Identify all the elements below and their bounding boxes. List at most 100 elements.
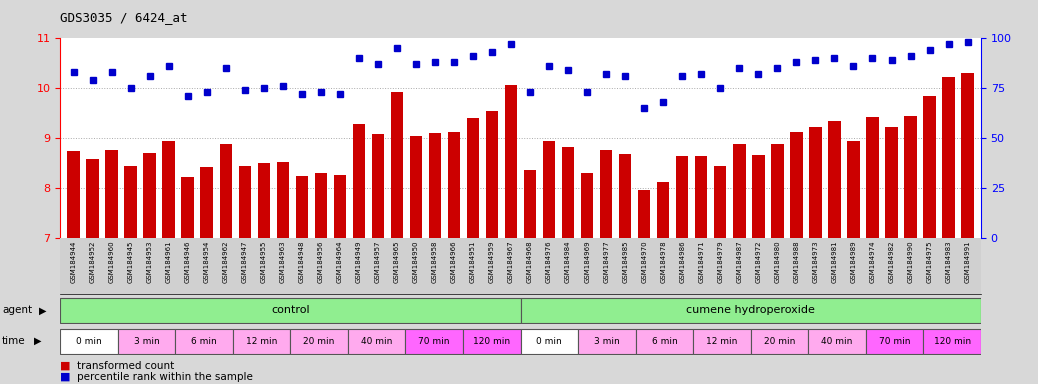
Bar	[924, 329, 981, 354]
Bar	[695, 156, 708, 238]
Text: GSM184981: GSM184981	[831, 241, 838, 283]
Bar	[790, 132, 802, 238]
Bar	[809, 329, 866, 354]
Bar	[638, 190, 651, 238]
Text: GSM184985: GSM184985	[622, 241, 628, 283]
Bar	[486, 111, 498, 238]
Text: agent: agent	[2, 305, 32, 316]
Text: ■: ■	[60, 372, 71, 382]
Bar	[200, 167, 213, 238]
Text: GSM184956: GSM184956	[318, 241, 324, 283]
Bar	[372, 134, 384, 238]
Text: 40 min: 40 min	[821, 337, 853, 346]
Bar	[467, 118, 480, 238]
Bar	[175, 329, 233, 354]
Bar	[219, 144, 231, 238]
Text: GSM184987: GSM184987	[736, 241, 742, 283]
Bar	[233, 329, 291, 354]
Text: 40 min: 40 min	[361, 337, 392, 346]
Bar	[600, 150, 612, 238]
Bar	[315, 173, 327, 238]
Bar	[924, 96, 935, 238]
Bar	[60, 298, 520, 323]
Text: GSM184947: GSM184947	[242, 241, 248, 283]
Text: GSM184975: GSM184975	[927, 241, 932, 283]
Text: GSM184958: GSM184958	[432, 241, 438, 283]
Text: GSM184973: GSM184973	[813, 241, 818, 283]
Text: GSM184979: GSM184979	[717, 241, 723, 283]
Bar	[943, 77, 955, 238]
Text: 70 min: 70 min	[879, 337, 910, 346]
Text: GSM184974: GSM184974	[870, 241, 875, 283]
Bar	[182, 177, 194, 238]
Bar	[578, 329, 635, 354]
Bar	[810, 127, 822, 238]
Text: GSM184989: GSM184989	[850, 241, 856, 283]
Text: percentile rank within the sample: percentile rank within the sample	[77, 372, 252, 382]
Bar	[117, 329, 175, 354]
Text: GSM184962: GSM184962	[223, 241, 228, 283]
Bar	[463, 329, 521, 354]
Bar	[676, 156, 688, 238]
Bar	[562, 147, 574, 238]
Text: GSM184967: GSM184967	[508, 241, 514, 283]
Text: GSM184986: GSM184986	[679, 241, 685, 283]
Text: GSM184955: GSM184955	[261, 241, 267, 283]
Text: 6 min: 6 min	[652, 337, 677, 346]
Bar	[714, 166, 727, 238]
Text: transformed count: transformed count	[77, 361, 174, 371]
Bar	[257, 163, 270, 238]
Text: GSM184988: GSM184988	[793, 241, 799, 283]
Bar	[106, 150, 117, 238]
Text: GSM184946: GSM184946	[185, 241, 191, 283]
Text: GSM184977: GSM184977	[603, 241, 609, 283]
Text: GSM184957: GSM184957	[375, 241, 381, 283]
Bar	[504, 85, 517, 238]
Bar	[657, 182, 670, 238]
Bar	[296, 176, 308, 238]
Text: 20 min: 20 min	[303, 337, 335, 346]
Text: GSM184971: GSM184971	[699, 241, 704, 283]
Bar	[520, 329, 578, 354]
Bar	[828, 121, 841, 238]
Text: 0 min: 0 min	[537, 337, 563, 346]
Text: GSM184965: GSM184965	[393, 241, 400, 283]
Text: GSM184972: GSM184972	[756, 241, 761, 283]
Text: GSM184954: GSM184954	[203, 241, 210, 283]
Text: GSM184953: GSM184953	[146, 241, 153, 283]
Bar	[143, 153, 156, 238]
Text: time: time	[2, 336, 26, 346]
Text: 12 min: 12 min	[246, 337, 277, 346]
Bar	[348, 329, 406, 354]
Bar	[239, 166, 251, 238]
Bar	[866, 329, 924, 354]
Text: GSM184945: GSM184945	[128, 241, 134, 283]
Bar	[619, 154, 631, 238]
Bar	[581, 173, 594, 238]
Text: GSM184949: GSM184949	[356, 241, 362, 283]
Text: GSM184952: GSM184952	[89, 241, 95, 283]
Bar	[847, 141, 859, 238]
Text: GSM184964: GSM184964	[337, 241, 343, 283]
Text: 20 min: 20 min	[764, 337, 795, 346]
Bar	[353, 124, 365, 238]
Text: 3 min: 3 min	[134, 337, 160, 346]
Text: GSM184991: GSM184991	[964, 241, 971, 283]
Text: GSM184969: GSM184969	[584, 241, 591, 283]
Bar	[410, 136, 422, 238]
Bar	[333, 175, 346, 238]
Bar	[635, 329, 693, 354]
Text: GSM184961: GSM184961	[166, 241, 171, 283]
Bar	[447, 132, 460, 238]
Text: 70 min: 70 min	[418, 337, 450, 346]
Text: GSM184951: GSM184951	[470, 241, 476, 283]
Bar	[406, 329, 463, 354]
Text: GSM184944: GSM184944	[71, 241, 77, 283]
Text: GSM184959: GSM184959	[489, 241, 495, 283]
Text: GSM184963: GSM184963	[280, 241, 285, 283]
Text: control: control	[271, 305, 309, 316]
Text: 12 min: 12 min	[706, 337, 738, 346]
Bar	[60, 329, 117, 354]
Text: 3 min: 3 min	[594, 337, 620, 346]
Bar	[733, 144, 745, 238]
